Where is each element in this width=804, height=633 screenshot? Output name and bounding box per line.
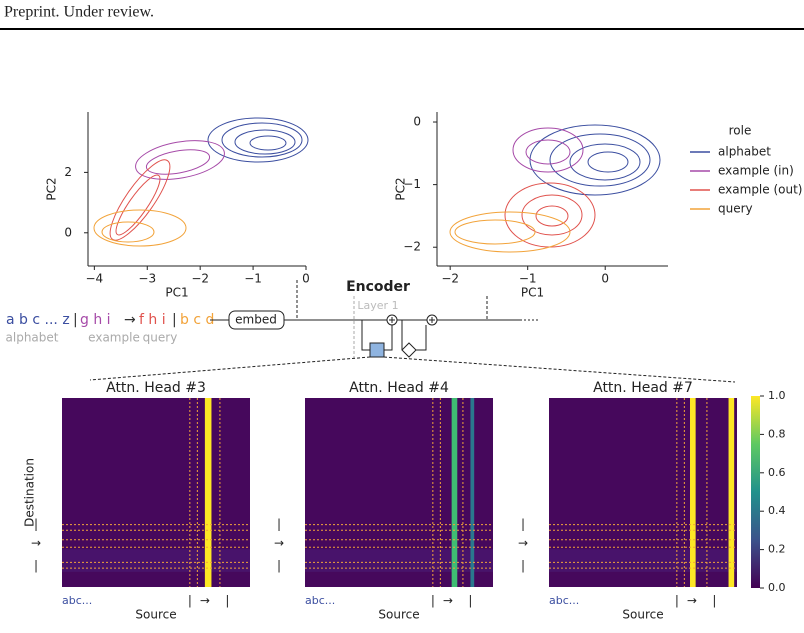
colorbar-tick-label: 0.4	[768, 504, 786, 517]
source-marker: →	[200, 594, 210, 608]
legend-label: query	[718, 202, 753, 216]
x-tick-label: −2	[191, 272, 209, 286]
x-axis-label: Source	[622, 608, 663, 622]
legend-label: example (in)	[718, 164, 794, 178]
x-axis-label: Source	[378, 608, 419, 622]
heatmap-title: Attn. Head #7	[593, 380, 693, 396]
x-tick-label: −1	[519, 272, 537, 286]
heatmap-band	[62, 549, 250, 572]
colorbar-tick-label: 0.2	[768, 543, 786, 556]
legend-title: role	[729, 124, 752, 138]
dest-marker: |	[521, 517, 525, 531]
attention-stripe	[470, 398, 475, 587]
attention-block	[369, 342, 385, 358]
x-axis-label: PC1	[165, 286, 188, 300]
attention-stripe	[451, 398, 458, 587]
dest-marker: |	[277, 517, 281, 531]
source-marker: |	[431, 594, 435, 608]
dest-marker: |	[34, 559, 38, 573]
alphabet-marker: abc...	[305, 594, 335, 607]
attention-stripe	[204, 398, 212, 587]
token: |	[73, 312, 78, 328]
x-tick-label: 0	[302, 272, 310, 286]
source-marker: →	[687, 594, 697, 608]
dest-marker: →	[274, 536, 284, 550]
source-marker: |	[188, 594, 192, 608]
legend-label: example (out)	[718, 183, 802, 197]
colorbar	[751, 396, 760, 588]
heatmap-title: Attn. Head #3	[106, 380, 206, 396]
x-tick-label: 0	[601, 272, 609, 286]
y-tick-label: 0	[64, 225, 72, 239]
x-tick-label: −3	[138, 272, 156, 286]
x-axis-label: PC1	[521, 286, 544, 300]
y-axis-label: Destination	[23, 458, 37, 527]
token: |	[172, 312, 177, 328]
header: Preprint. Under review.	[4, 4, 154, 21]
y-axis-label: PC2	[394, 177, 408, 200]
token: g h i	[80, 312, 111, 328]
token: f h i	[139, 312, 166, 328]
x-axis-label: Source	[135, 608, 176, 622]
segment-label: example	[88, 331, 140, 345]
mlp-block	[401, 342, 417, 358]
contours-left	[93, 117, 309, 247]
y-axis-label: PC2	[45, 177, 59, 200]
source-marker: |	[468, 594, 472, 608]
y-tick-label: 0	[413, 115, 421, 129]
x-tick-label: −4	[85, 272, 103, 286]
y-tick-label: −1	[403, 177, 421, 191]
colorbar-tick-label: 0.6	[768, 466, 786, 479]
encoder-label: Encoder	[346, 279, 410, 295]
diagram: a b c ... z | g h i → f h i | b c d alph…	[6, 279, 736, 383]
segment-label: alphabet	[6, 331, 59, 345]
dest-marker: →	[31, 536, 41, 550]
layer-label: Layer 1	[357, 299, 398, 312]
token: a b c ... z	[6, 312, 70, 328]
colorbar-tick-label: 1.0	[768, 389, 786, 402]
y-tick-label: −2	[403, 240, 421, 254]
dest-marker: →	[518, 536, 528, 550]
source-marker: |	[225, 594, 229, 608]
colorbar-tick-label: 0.8	[768, 427, 786, 440]
x-tick-label: −1	[244, 272, 262, 286]
contours-right	[449, 124, 661, 253]
embed-label: embed	[235, 313, 277, 327]
source-marker: |	[712, 594, 716, 608]
heatmap-title: Attn. Head #4	[349, 380, 449, 396]
legend-label: alphabet	[718, 145, 771, 159]
attention-stripe	[690, 398, 696, 587]
token: b c d	[180, 312, 214, 328]
alphabet-marker: abc...	[549, 594, 579, 607]
colorbar-tick-label: 0.0	[768, 581, 786, 594]
heatmap-band	[305, 549, 493, 572]
token: →	[124, 312, 136, 328]
x-tick-label: −2	[441, 272, 459, 286]
dest-marker: |	[521, 559, 525, 573]
dest-marker: |	[277, 559, 281, 573]
alphabet-marker: abc...	[62, 594, 92, 607]
source-marker: |	[675, 594, 679, 608]
y-tick-label: 2	[64, 165, 72, 179]
dest-marker: |	[34, 517, 38, 531]
segment-label: query	[143, 331, 178, 345]
source-marker: →	[443, 594, 453, 608]
attention-stripe	[728, 398, 735, 587]
